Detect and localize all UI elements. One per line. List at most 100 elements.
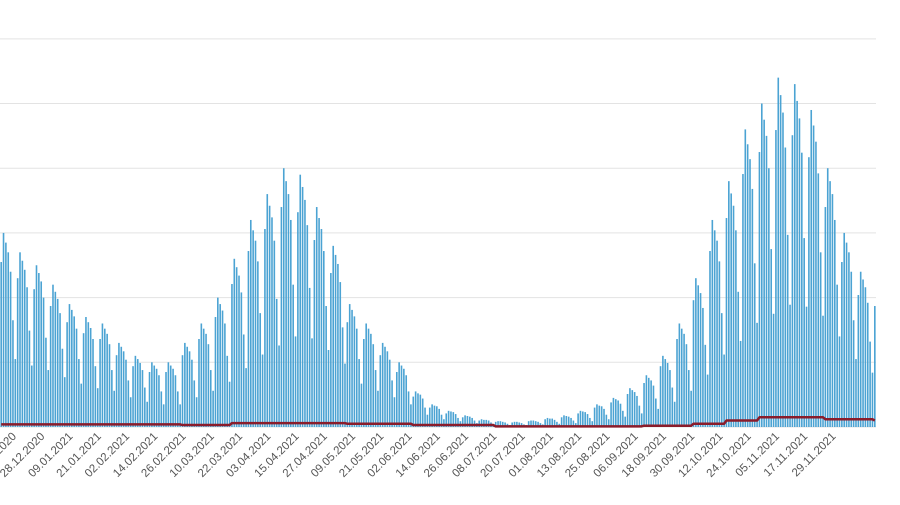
bar	[728, 181, 730, 427]
bar	[697, 285, 700, 427]
bar	[127, 380, 130, 427]
bar	[353, 316, 356, 427]
bar	[765, 135, 768, 427]
bar	[751, 188, 754, 427]
bar	[622, 410, 624, 427]
bar	[673, 401, 676, 427]
bar	[261, 354, 264, 427]
bar	[26, 287, 28, 427]
bar	[652, 385, 655, 427]
bar	[5, 242, 7, 427]
bar	[59, 313, 61, 427]
bar	[73, 316, 75, 427]
bar	[570, 417, 572, 427]
bar	[139, 362, 141, 427]
bar	[400, 365, 403, 427]
bar	[577, 413, 579, 427]
bar	[228, 381, 231, 427]
bar	[172, 368, 174, 427]
bar	[584, 412, 586, 427]
bar	[819, 252, 822, 427]
bar	[0, 262, 2, 427]
bar	[560, 417, 563, 427]
bar	[798, 118, 801, 428]
bar	[174, 375, 177, 427]
bar	[857, 295, 860, 427]
bar	[393, 397, 396, 427]
bar	[330, 273, 332, 427]
bar	[779, 95, 782, 427]
bar	[605, 414, 608, 427]
bar	[735, 230, 737, 427]
bar	[610, 402, 612, 427]
bar	[285, 181, 287, 427]
bar	[838, 336, 841, 427]
bar	[480, 419, 483, 427]
bar	[179, 404, 181, 427]
bar	[742, 174, 744, 427]
bar	[355, 328, 358, 427]
bar	[153, 365, 156, 427]
bar	[812, 125, 815, 428]
bar	[245, 368, 247, 427]
bar	[603, 408, 605, 427]
bar	[487, 420, 490, 427]
bar	[226, 355, 229, 427]
bar	[655, 398, 657, 427]
bar	[640, 413, 643, 427]
bar	[551, 418, 554, 427]
bar	[772, 313, 775, 427]
bar	[9, 271, 12, 427]
bar	[299, 174, 302, 427]
bar	[202, 328, 205, 427]
bar	[638, 405, 641, 427]
bar	[445, 413, 448, 427]
bar	[633, 392, 636, 427]
bar	[871, 372, 874, 427]
bar	[546, 417, 549, 427]
bar	[440, 414, 443, 427]
bar	[725, 218, 728, 427]
bar	[351, 309, 353, 427]
bar	[292, 284, 294, 427]
bar	[280, 207, 283, 427]
bar	[379, 355, 382, 427]
bar	[537, 421, 539, 427]
bar	[56, 298, 59, 427]
bar	[16, 278, 19, 427]
bar	[268, 205, 271, 427]
bar	[414, 391, 417, 427]
bar	[200, 323, 203, 427]
bar	[450, 411, 452, 427]
bar	[193, 380, 196, 427]
bar	[855, 359, 857, 427]
bar	[417, 393, 419, 427]
bar	[322, 251, 325, 427]
bar	[264, 229, 266, 427]
bar	[247, 251, 250, 427]
bar	[381, 342, 384, 427]
bar	[768, 168, 770, 427]
bar	[626, 394, 629, 427]
bar	[631, 390, 634, 427]
bar	[327, 350, 330, 427]
bar	[607, 419, 610, 427]
bar	[181, 355, 184, 427]
bar	[99, 339, 101, 427]
bar	[370, 333, 372, 427]
bar	[466, 416, 469, 427]
bar	[33, 289, 35, 427]
bar	[831, 194, 834, 427]
bar	[730, 193, 732, 427]
bar	[7, 252, 10, 427]
bar	[598, 405, 601, 427]
bar	[176, 391, 179, 427]
bar	[468, 416, 471, 427]
bar	[624, 416, 627, 427]
bar	[47, 370, 50, 427]
bar	[249, 219, 252, 427]
bar	[271, 217, 273, 427]
bar	[407, 391, 410, 427]
bar	[311, 338, 313, 427]
bar	[151, 362, 153, 427]
